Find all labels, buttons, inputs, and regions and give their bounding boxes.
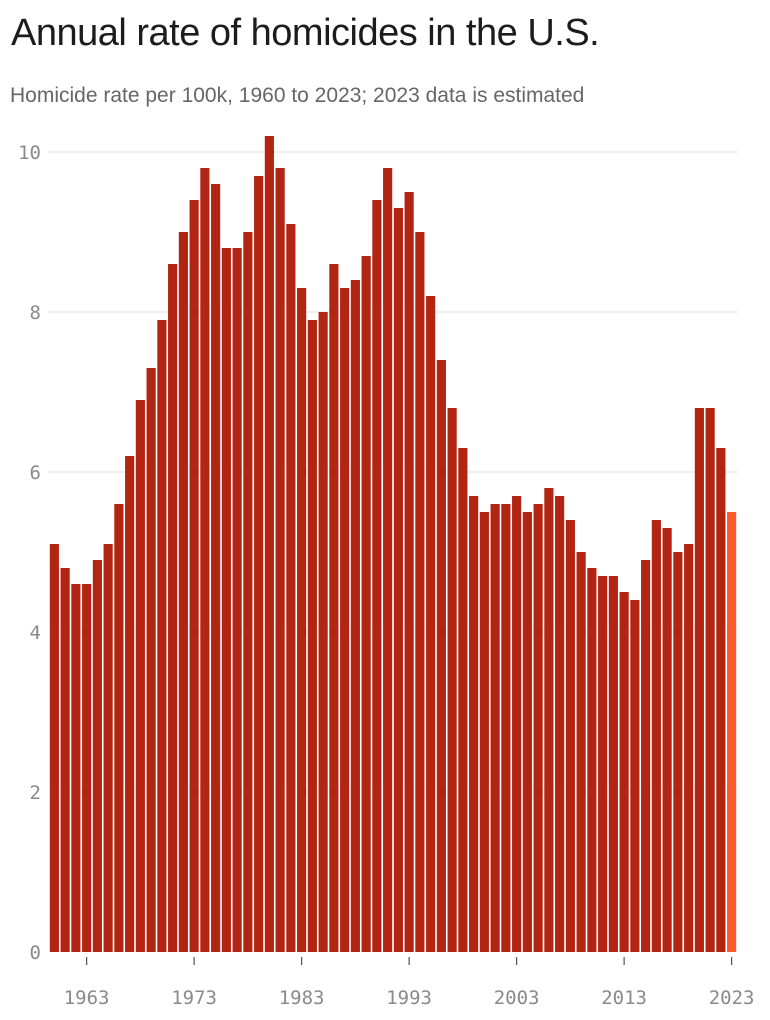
bar-2019 xyxy=(684,544,694,952)
bar-1981 xyxy=(275,168,285,952)
bar-2000 xyxy=(479,512,489,952)
x-tick-label: 1993 xyxy=(386,987,432,1009)
chart-title: Annual rate of homicides in the U.S. xyxy=(11,12,600,54)
bar-1964 xyxy=(92,560,102,952)
bar-1977 xyxy=(232,248,242,952)
bar-1986 xyxy=(329,264,339,952)
y-tick-label: 2 xyxy=(30,782,41,804)
chart-subtitle: Homicide rate per 100k, 1960 to 2023; 20… xyxy=(10,84,585,107)
x-tick-label: 2003 xyxy=(494,987,540,1009)
bar-2006 xyxy=(544,488,554,952)
x-tick-label: 1983 xyxy=(279,987,325,1009)
bar-1984 xyxy=(307,320,317,952)
x-tick-label: 1973 xyxy=(171,987,217,1009)
bar-1999 xyxy=(469,496,479,952)
y-tick-label: 4 xyxy=(30,622,41,644)
bar-1983 xyxy=(297,288,307,952)
bar-1966 xyxy=(114,504,124,952)
y-axis-labels: 0 2 4 6 8 10 xyxy=(18,142,41,964)
bar-1961 xyxy=(60,568,70,952)
bar-2012 xyxy=(608,576,618,952)
bar-1988 xyxy=(350,280,360,952)
bar-2010 xyxy=(587,568,597,952)
bar-1974 xyxy=(200,168,210,952)
y-tick-label: 0 xyxy=(30,942,41,964)
bar-2018 xyxy=(673,552,683,952)
bar-2016 xyxy=(651,520,661,952)
bar-2020 xyxy=(694,408,704,952)
y-tick-label: 8 xyxy=(30,302,41,324)
bar-2017 xyxy=(662,528,672,952)
bar-1998 xyxy=(458,448,468,952)
bar-2005 xyxy=(533,504,543,952)
y-tick-label: 6 xyxy=(30,462,41,484)
bar-2021 xyxy=(705,408,715,952)
bar-1975 xyxy=(211,184,221,952)
bar-2002 xyxy=(501,504,511,952)
bar-2003 xyxy=(512,496,522,952)
bar-1982 xyxy=(286,224,296,952)
bar-1968 xyxy=(135,400,145,952)
x-tick-label: 2013 xyxy=(601,987,647,1009)
bar-1960 xyxy=(49,544,59,952)
bar-2004 xyxy=(522,512,532,952)
bar-2007 xyxy=(555,496,565,952)
bar-1985 xyxy=(318,312,328,952)
x-tick-label: 1963 xyxy=(64,987,110,1009)
bar-2011 xyxy=(598,576,608,952)
bar-1973 xyxy=(189,200,199,952)
bar-1993 xyxy=(404,192,414,952)
y-tick-label: 10 xyxy=(18,142,41,164)
bar-1962 xyxy=(71,584,81,952)
bar-1997 xyxy=(447,408,457,952)
bar-1994 xyxy=(415,232,425,952)
bar-1987 xyxy=(340,288,350,952)
bar-1980 xyxy=(264,136,274,952)
bar-2015 xyxy=(641,560,651,952)
bar-1971 xyxy=(168,264,178,952)
bar-1989 xyxy=(361,256,371,952)
bar-1979 xyxy=(254,176,264,952)
x-axis: 1963 1973 1983 1993 2003 2013 2023 xyxy=(64,957,755,1009)
bar-2013 xyxy=(619,592,629,952)
bar-2008 xyxy=(565,520,575,952)
bar-2022 xyxy=(716,448,726,952)
bar-1990 xyxy=(372,200,382,952)
bar-1992 xyxy=(393,208,403,952)
x-tick-label: 2023 xyxy=(709,987,755,1009)
bar-2009 xyxy=(576,552,586,952)
bar-1991 xyxy=(383,168,393,952)
bar-2001 xyxy=(490,504,500,952)
bar-2023 xyxy=(727,512,737,952)
bar-1972 xyxy=(178,232,188,952)
bar-1976 xyxy=(221,248,231,952)
bar-1963 xyxy=(82,584,92,952)
bar-1969 xyxy=(146,368,156,952)
bar-1978 xyxy=(243,232,253,952)
bar-1967 xyxy=(125,456,135,952)
bar-1996 xyxy=(436,360,446,952)
bar-1965 xyxy=(103,544,113,952)
bar-1970 xyxy=(157,320,167,952)
bar-2014 xyxy=(630,600,640,952)
bar-1995 xyxy=(426,296,436,952)
bars xyxy=(49,136,737,952)
